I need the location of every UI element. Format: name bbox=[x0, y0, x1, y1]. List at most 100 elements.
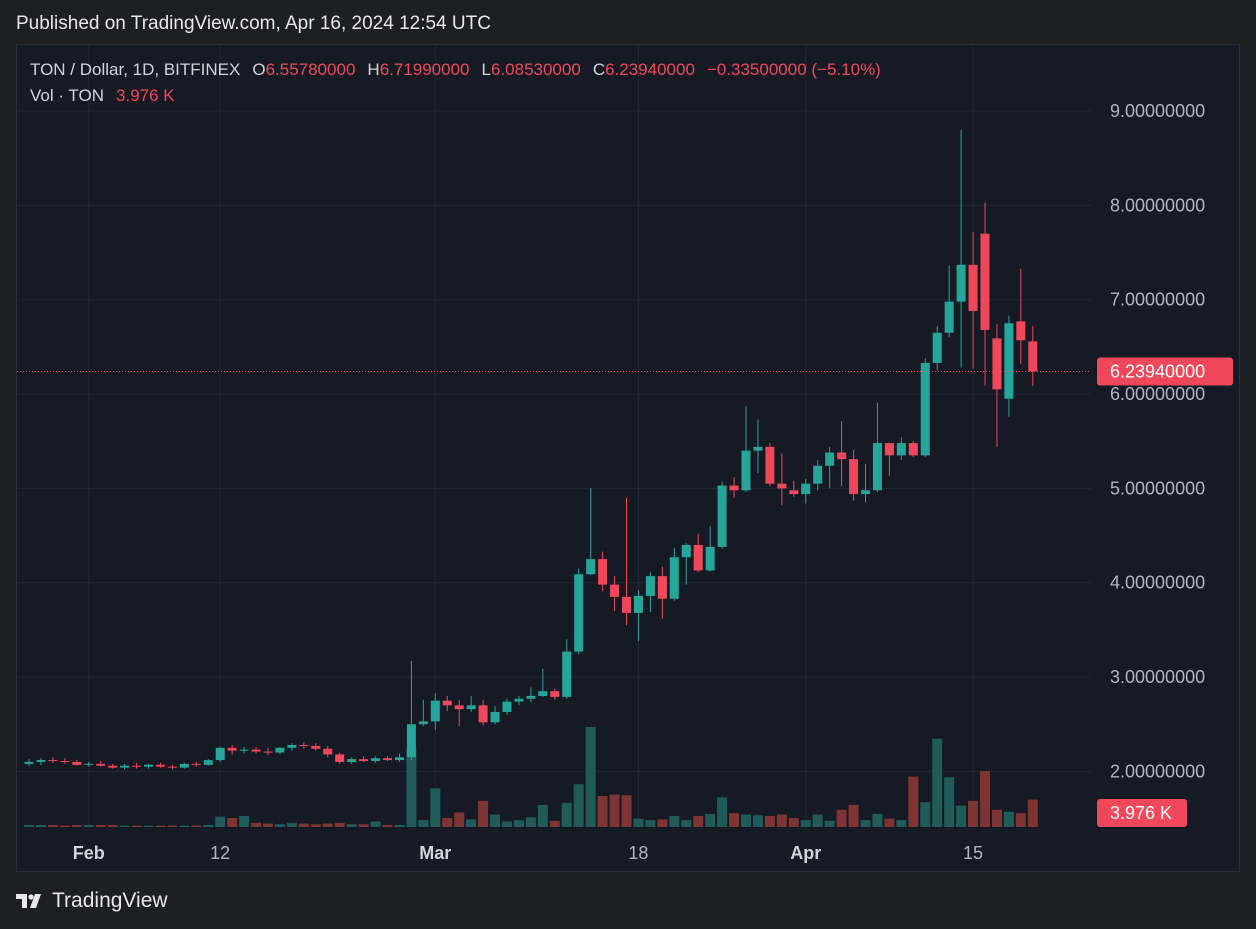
volume-bar bbox=[896, 820, 907, 827]
volume-bar bbox=[95, 824, 106, 827]
volume-bar bbox=[59, 825, 70, 827]
candle bbox=[84, 761, 94, 767]
volume-bar bbox=[382, 824, 393, 827]
candle-body bbox=[24, 761, 34, 764]
candle-body bbox=[813, 465, 823, 484]
legend-low-value: 6.08530000 bbox=[490, 60, 581, 79]
candle bbox=[896, 437, 906, 461]
candle-body bbox=[872, 443, 882, 491]
time-tick-label: 12 bbox=[210, 843, 230, 863]
candle bbox=[514, 695, 524, 706]
chart-panel[interactable]: 9.00000000 8.00000000 7.00000000 6.00000000… bbox=[16, 44, 1240, 872]
candle-body bbox=[96, 763, 106, 766]
volume-bar bbox=[251, 822, 262, 827]
time-tick-label: Mar bbox=[419, 843, 451, 863]
candle bbox=[191, 761, 201, 767]
legend-symbol[interactable]: TON / Dollar, 1D, BITFINEX bbox=[30, 60, 241, 79]
candle bbox=[1004, 315, 1014, 417]
volume-bar bbox=[466, 819, 477, 827]
candlestick-chart[interactable]: 9.00000000 8.00000000 7.00000000 6.00000000… bbox=[17, 45, 1239, 871]
candle bbox=[861, 463, 870, 503]
legend-close-label: C bbox=[592, 60, 606, 79]
price-tick-label: 3.00000000 bbox=[1110, 667, 1205, 687]
volume-bar bbox=[1015, 813, 1026, 827]
price-tick-label: 9.00000000 bbox=[1110, 101, 1205, 121]
candle-body bbox=[84, 763, 94, 765]
candle-body bbox=[849, 459, 859, 495]
candle bbox=[801, 478, 811, 504]
candle bbox=[813, 460, 823, 491]
candle bbox=[633, 590, 643, 642]
candle bbox=[657, 566, 667, 619]
candle bbox=[526, 687, 536, 703]
volume-bar bbox=[310, 824, 321, 827]
volume-bar bbox=[334, 822, 345, 827]
volume-bar bbox=[705, 813, 716, 827]
candle bbox=[383, 756, 392, 762]
candle bbox=[908, 441, 918, 458]
volume-bar bbox=[71, 824, 82, 827]
candle-body bbox=[203, 760, 213, 765]
volume-bar bbox=[83, 824, 94, 827]
candle-body bbox=[884, 443, 894, 456]
legend-low-label: L bbox=[481, 60, 491, 79]
volume-bar bbox=[346, 824, 357, 827]
price-tick-label: 6.00000000 bbox=[1110, 384, 1205, 404]
legend-high-value: 6.71990000 bbox=[379, 60, 470, 79]
candle-body bbox=[789, 490, 799, 495]
volume-bar bbox=[131, 825, 142, 827]
volume-bar bbox=[741, 814, 751, 827]
candle bbox=[323, 745, 333, 758]
volume-bar bbox=[991, 809, 1002, 827]
candle bbox=[167, 764, 177, 770]
volume-bar bbox=[908, 776, 919, 827]
volume-bar bbox=[621, 795, 632, 827]
volume-bar bbox=[215, 816, 226, 827]
candle-body bbox=[729, 485, 739, 491]
candle-body bbox=[777, 483, 787, 489]
volume-bar bbox=[944, 777, 955, 827]
candle-body bbox=[263, 751, 273, 753]
candle-body bbox=[598, 559, 608, 585]
volume-bar bbox=[203, 824, 214, 827]
candle-body bbox=[801, 483, 811, 495]
volume-bar bbox=[717, 797, 728, 827]
candle bbox=[287, 743, 297, 751]
volume-legend-label[interactable]: Vol · TON bbox=[30, 86, 105, 105]
volume-bar bbox=[286, 822, 297, 827]
candle bbox=[311, 743, 321, 751]
time-tick-label: 15 bbox=[963, 843, 983, 863]
candle bbox=[1016, 268, 1026, 364]
candle bbox=[992, 324, 1002, 447]
volume-bar bbox=[549, 820, 560, 827]
candle bbox=[574, 568, 584, 655]
candle bbox=[60, 758, 70, 764]
volume-bar bbox=[263, 823, 273, 827]
candle-body bbox=[741, 450, 751, 491]
volume-bar bbox=[776, 814, 787, 827]
candle bbox=[430, 693, 440, 730]
volume-bar bbox=[35, 824, 46, 827]
candle-body bbox=[633, 595, 643, 613]
volume-bar bbox=[669, 815, 680, 827]
volume-bar bbox=[502, 821, 512, 827]
candle-body bbox=[478, 705, 488, 723]
candle-body bbox=[908, 443, 918, 456]
volume-legend: Vol · TON 3.976 K bbox=[30, 86, 175, 106]
candle bbox=[478, 699, 488, 726]
candle bbox=[825, 446, 835, 489]
candle-body bbox=[932, 332, 942, 363]
candle-body bbox=[36, 760, 46, 762]
tradingview-logo[interactable]: TradingView bbox=[16, 889, 168, 913]
candle bbox=[215, 746, 225, 762]
candle-body bbox=[502, 701, 512, 712]
volume-bar bbox=[633, 818, 644, 827]
candle-body bbox=[562, 651, 572, 697]
volume-bar bbox=[442, 818, 453, 827]
candle bbox=[705, 526, 715, 572]
candle-body bbox=[406, 724, 416, 758]
tradingview-logo-icon bbox=[16, 894, 41, 908]
volume-bar bbox=[764, 815, 775, 827]
price-axis: 9.00000000 8.00000000 7.00000000 6.00000000… bbox=[1097, 101, 1233, 827]
volume-bar bbox=[274, 824, 285, 827]
